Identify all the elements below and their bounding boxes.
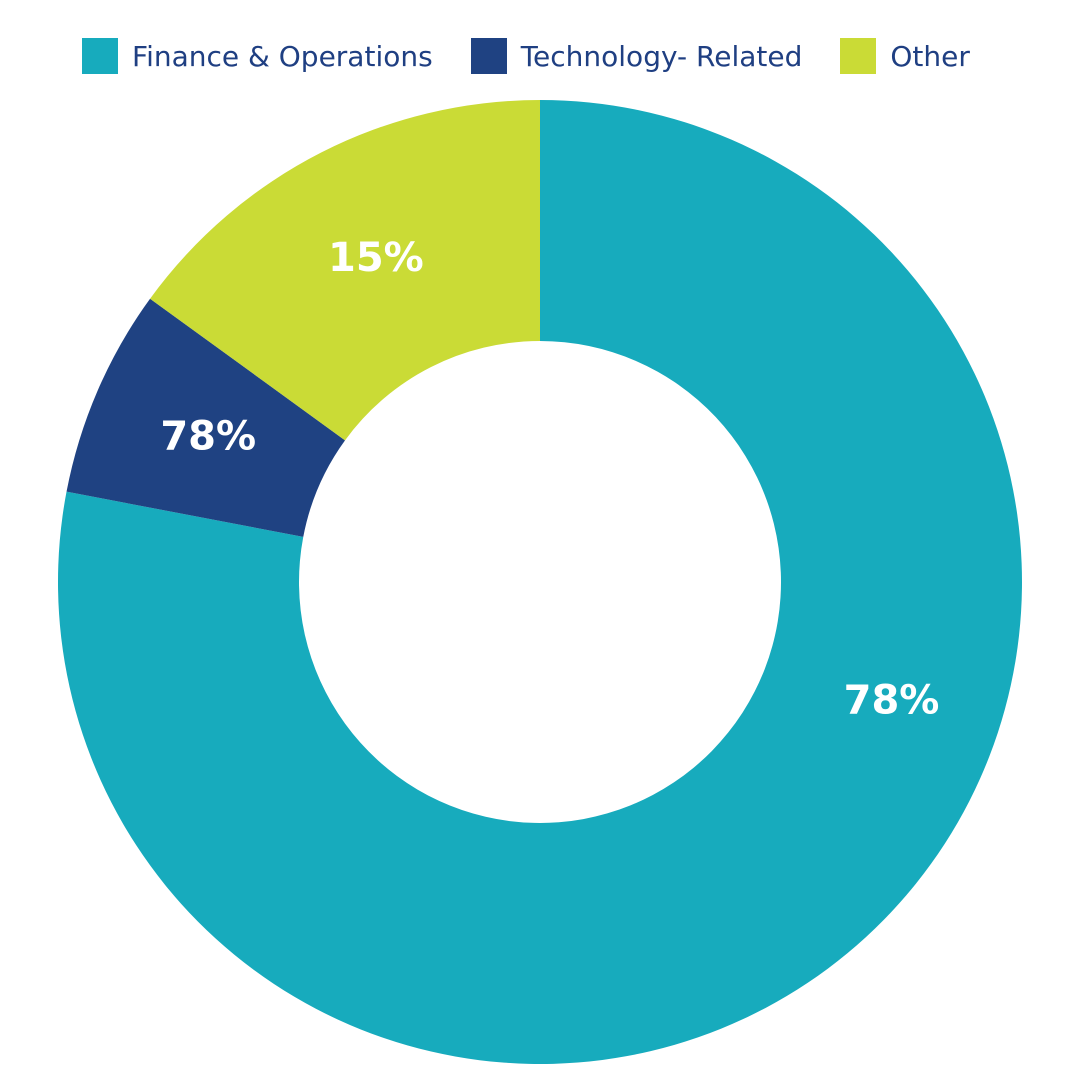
slice-technology xyxy=(66,298,346,537)
legend-item-finance: Finance & Operations xyxy=(82,38,433,74)
legend-label-technology: Technology- Related xyxy=(520,39,803,73)
slice-finance xyxy=(58,100,1022,1064)
legend-label-other: Other xyxy=(890,39,970,73)
slice-label-other: 15% xyxy=(328,235,424,281)
legend-item-other: Other xyxy=(840,38,970,74)
legend-item-technology: Technology- Related xyxy=(470,38,803,74)
legend-swatch-technology xyxy=(470,38,507,74)
legend-swatch-other xyxy=(840,38,877,74)
slice-label-technology: 78% xyxy=(160,413,256,459)
legend-label-finance: Finance & Operations xyxy=(132,39,433,73)
slice-other xyxy=(150,100,540,441)
slice-label-finance: 78% xyxy=(844,677,940,723)
chart-legend: Finance & Operations Technology- Related… xyxy=(82,36,1008,76)
legend-swatch-finance xyxy=(82,38,118,74)
